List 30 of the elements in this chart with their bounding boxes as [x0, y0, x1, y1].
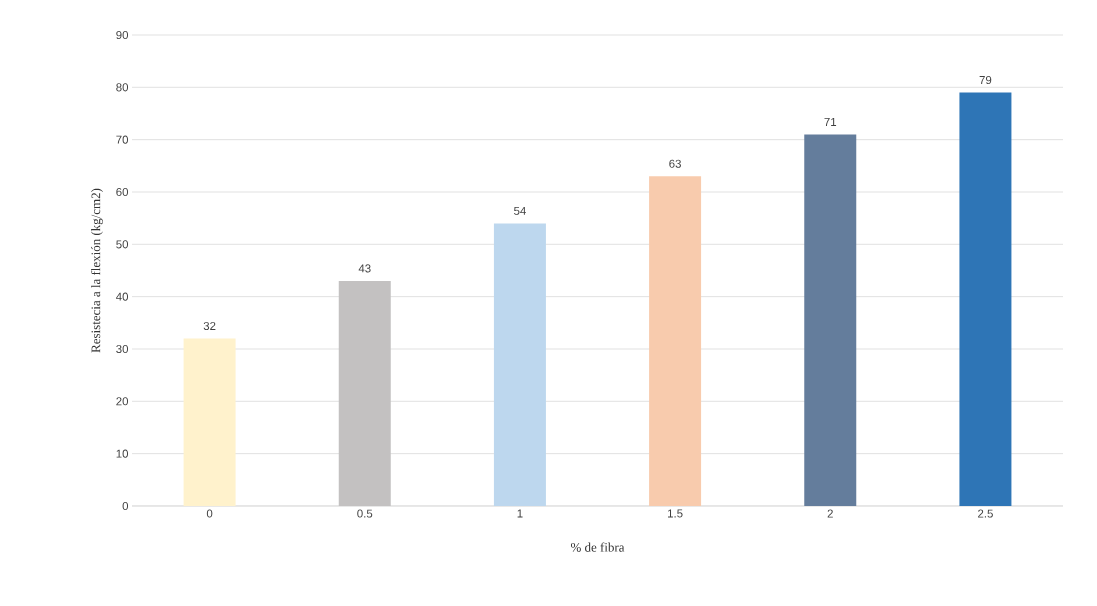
data-label: 32	[203, 321, 216, 330]
data-label: 43	[358, 264, 371, 273]
data-label: 71	[824, 118, 837, 126]
data-label: 79	[979, 75, 992, 85]
y-tick-label: 80	[116, 83, 129, 92]
y-tick-label: 20	[116, 397, 129, 406]
bar	[959, 92, 1012, 506]
data-label: 63	[669, 159, 681, 168]
x-tick-label: 0	[206, 509, 213, 518]
x-tick-label: 2	[827, 509, 833, 518]
y-tick-label: 60	[116, 187, 129, 197]
x-tick-label: 1	[517, 509, 523, 518]
x-tick-label: 0.5	[357, 509, 373, 518]
y-tick-label: 90	[116, 30, 129, 40]
y-tick-label: 10	[116, 449, 129, 458]
bar	[649, 176, 702, 506]
x-axis-title: % de fibra	[570, 542, 625, 552]
bar	[493, 223, 546, 506]
bar	[183, 338, 236, 506]
y-tick-label: 50	[116, 240, 129, 249]
bar	[804, 134, 857, 506]
y-tick-label: 30	[116, 344, 129, 354]
x-tick-label: 2.5	[978, 509, 993, 518]
y-tick-label: 40	[116, 292, 129, 301]
y-tick-label: 0	[122, 501, 129, 511]
bar	[338, 280, 391, 506]
data-label: 54	[514, 206, 526, 215]
x-tick-label: 1.5	[668, 509, 683, 518]
y-axis-title: Resistecia a la flexión (kg/cm2)	[90, 188, 103, 353]
y-tick-label: 70	[116, 135, 129, 144]
